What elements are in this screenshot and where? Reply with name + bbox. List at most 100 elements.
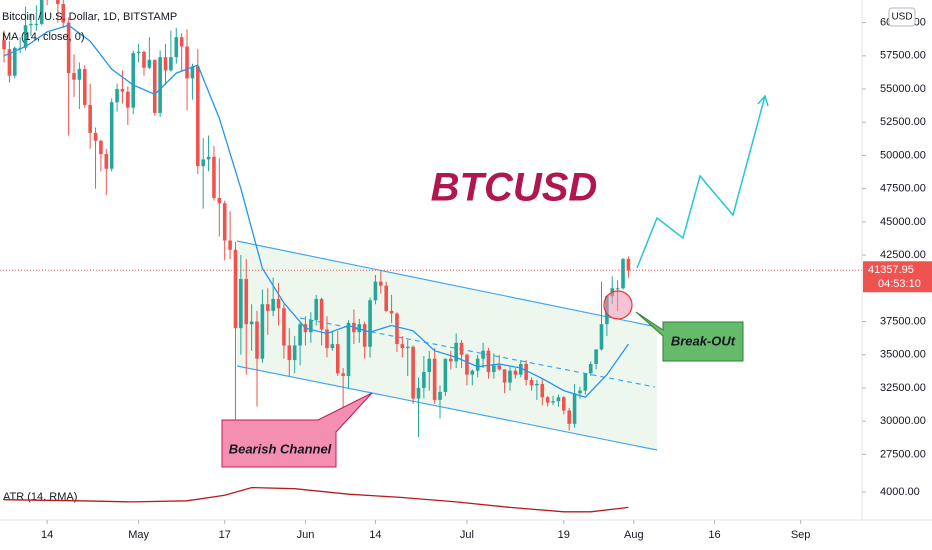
candle-body: [545, 397, 550, 403]
breakout-label: Break-OUt: [671, 333, 736, 348]
candle-body: [454, 342, 458, 362]
candle-body: [190, 66, 195, 79]
last-price-box: [863, 261, 932, 293]
candle-body: [2, 39, 6, 50]
candle-body: [379, 281, 383, 286]
candle-body: [217, 197, 222, 204]
channel-lower: [236, 365, 658, 451]
candle-body: [443, 358, 448, 392]
channel-callout: [221, 392, 373, 468]
ma-legend: MA (14, close, 0): [2, 31, 85, 43]
candle-body: [567, 410, 571, 424]
candle-body: [158, 57, 162, 113]
x-tick-label: 19: [558, 529, 570, 541]
x-tick-label: May: [128, 529, 149, 541]
candle-body: [556, 397, 561, 402]
candle-body: [470, 370, 475, 375]
y-tick-label: 35000.00: [880, 349, 926, 361]
candle-body: [276, 298, 281, 309]
drawings: [236, 94, 769, 451]
channel-mid: [299, 317, 656, 388]
candle-body: [518, 364, 523, 375]
candle-body: [56, 0, 60, 4]
candle-body: [61, 3, 66, 23]
x-tick-label: Aug: [624, 529, 644, 541]
candle-body: [228, 240, 232, 250]
candle-body: [29, 23, 33, 26]
x-tick-label: Jun: [297, 529, 315, 541]
candle-body: [373, 281, 378, 301]
candle-body: [535, 383, 539, 386]
candle-body: [422, 372, 426, 388]
candle-body: [599, 324, 604, 350]
candle-body: [72, 73, 76, 80]
candle-body: [572, 393, 577, 424]
candle-body: [147, 59, 152, 68]
x-tick-label: 17: [219, 529, 231, 541]
candle-body: [562, 397, 566, 411]
candle-body: [152, 59, 157, 113]
y2-tick-label: 4000.00: [880, 486, 920, 498]
y-tick-label: 42500.00: [880, 249, 926, 261]
candle-body: [335, 344, 340, 374]
candle-body: [362, 324, 367, 347]
candle-body: [23, 25, 28, 48]
candle-body: [465, 354, 469, 375]
candle-body: [341, 373, 345, 376]
x-tick-label: 16: [708, 529, 720, 541]
candle-body: [411, 346, 415, 399]
candle-body: [249, 321, 254, 325]
candle-body: [239, 279, 243, 329]
channel-fill: [237, 241, 657, 450]
candle-body: [405, 346, 410, 349]
candle-body: [524, 364, 528, 380]
y-tick-label: 27500.00: [880, 448, 926, 460]
candle-body: [400, 344, 405, 349]
y-tick-label: 32500.00: [880, 382, 926, 394]
candle-body: [459, 342, 464, 355]
candle-body: [206, 156, 211, 160]
candle-body: [508, 370, 512, 383]
candle-body: [448, 358, 453, 362]
candle-body: [384, 285, 388, 311]
candle-body: [136, 51, 141, 54]
candle-body: [529, 379, 534, 386]
candle-body: [265, 304, 270, 311]
y-tick-label: 52500.00: [880, 116, 926, 128]
candle-body: [93, 132, 98, 141]
overlays: Break-OUt Bearish Channel BTCUSD Bitcoin…: [0, 11, 862, 513]
candle-body: [174, 37, 179, 58]
candle-body: [126, 91, 130, 108]
x-tick-label: Sep: [791, 529, 811, 541]
currency-badge[interactable]: [888, 7, 916, 27]
candle-body: [201, 159, 205, 167]
candle-body: [502, 369, 507, 383]
candle-body: [88, 104, 92, 133]
candle-body: [7, 49, 12, 76]
x-tick-label: 14: [41, 529, 53, 541]
y-tick-label: 55000.00: [880, 83, 926, 95]
candle-body: [416, 387, 421, 399]
candle-body: [513, 370, 518, 375]
candle-body: [325, 329, 329, 349]
candle-body: [395, 313, 399, 345]
countdown-label: 04:53:10: [878, 278, 921, 290]
candle-body: [389, 310, 394, 314]
candle-body: [314, 298, 319, 321]
y-tick-label: 47500.00: [880, 183, 926, 195]
candle-body: [131, 53, 136, 108]
candle-body: [292, 345, 297, 361]
ma-line: [3, 24, 629, 398]
candle-body: [309, 320, 313, 333]
candle-body: [588, 364, 593, 374]
channel-label: Bearish Channel: [229, 441, 332, 456]
channel-upper: [236, 240, 658, 328]
candle-body: [109, 102, 114, 169]
candle-body: [163, 57, 168, 71]
x-tick-label: Jul: [460, 529, 474, 541]
candle-body: [244, 279, 249, 325]
candle-body: [179, 37, 184, 47]
candle-body: [594, 349, 598, 365]
